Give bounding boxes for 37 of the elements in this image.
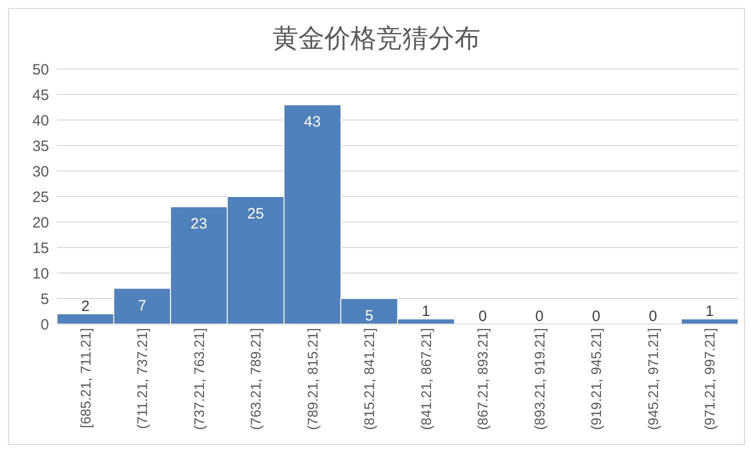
chart-title: 黄金价格竞猜分布 [272,22,482,55]
bar [680,318,739,324]
x-tick-label: (919.21, 945.21] [588,328,604,430]
y-tick-label: 10 [32,265,49,282]
x-tick-label: [685.21, 711.21] [77,328,94,428]
y-tick-label: 45 [32,86,49,104]
data-label: 43 [304,114,321,131]
data-label: 0 [592,308,600,325]
data-label: 25 [247,206,264,222]
data-label: 1 [705,302,714,320]
x-tick-label: (789.21, 815.21] [304,328,320,430]
x-tick-label: (841.21, 867.21] [418,328,434,430]
y-tick-label: 25 [32,188,49,206]
y-tick-label: 35 [32,138,49,155]
x-tick-label: (737.21, 763.21] [190,328,207,430]
x-tick-label: (971.21, 997.21] [702,328,718,430]
y-tick-label: 30 [32,163,49,180]
x-tick-label: (945.21, 971.21] [644,328,661,430]
y-tick-label: 5 [40,290,49,308]
y-tick-label: 50 [32,61,49,78]
y-tick-label: 0 [40,316,49,334]
data-label: 0 [478,308,487,325]
x-tick-label: (893.21, 919.21] [531,328,548,430]
x-tick-label: (763.21, 789.21] [248,328,264,430]
x-tick-label: (711.21, 737.21] [134,328,150,429]
x-tick-label: (867.21, 893.21] [474,328,491,430]
data-label: 5 [364,308,374,324]
y-tick-label: 40 [32,112,49,130]
data-label: 7 [138,297,146,314]
data-label: 0 [535,308,544,325]
data-label: 0 [648,308,658,325]
data-label: 1 [422,302,430,320]
y-tick-label: 20 [32,214,49,232]
data-label: 2 [81,298,90,315]
y-tick-label: 15 [32,240,49,257]
x-tick-label: (815.21, 841.21] [361,328,378,430]
data-label: 23 [190,216,208,233]
